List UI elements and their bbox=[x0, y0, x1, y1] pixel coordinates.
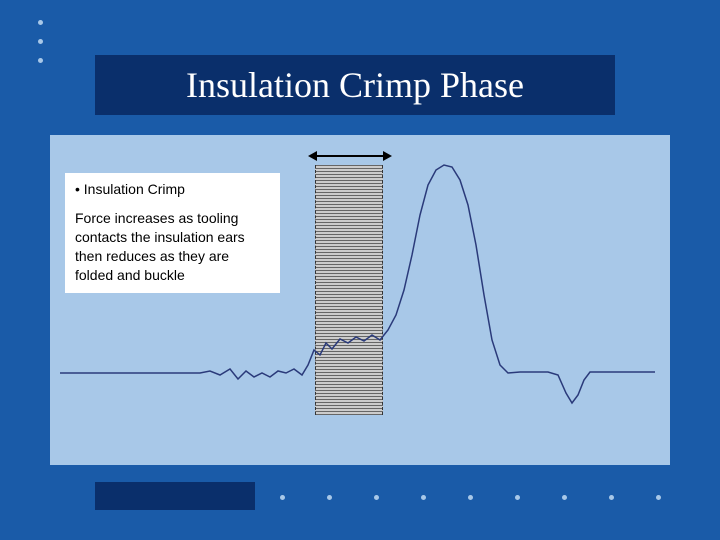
bullet-dot bbox=[38, 58, 43, 63]
top-left-bullets bbox=[38, 20, 43, 77]
bullet-dot bbox=[327, 495, 332, 500]
bullet-dot bbox=[609, 495, 614, 500]
bullet-dot bbox=[515, 495, 520, 500]
bullet-dot bbox=[468, 495, 473, 500]
bullet-dot bbox=[374, 495, 379, 500]
bullet-dot bbox=[421, 495, 426, 500]
chart-area: Insulation Crimp Force increases as tool… bbox=[50, 135, 670, 465]
curve-path bbox=[60, 165, 655, 403]
bottom-accent-bar bbox=[95, 482, 255, 510]
slide-title: Insulation Crimp Phase bbox=[186, 64, 524, 106]
force-curve bbox=[50, 135, 670, 465]
bullet-dot bbox=[38, 20, 43, 25]
bullet-dot bbox=[280, 495, 285, 500]
bottom-bullets bbox=[280, 495, 661, 500]
title-bar: Insulation Crimp Phase bbox=[95, 55, 615, 115]
bullet-dot bbox=[656, 495, 661, 500]
bullet-dot bbox=[38, 39, 43, 44]
bullet-dot bbox=[562, 495, 567, 500]
